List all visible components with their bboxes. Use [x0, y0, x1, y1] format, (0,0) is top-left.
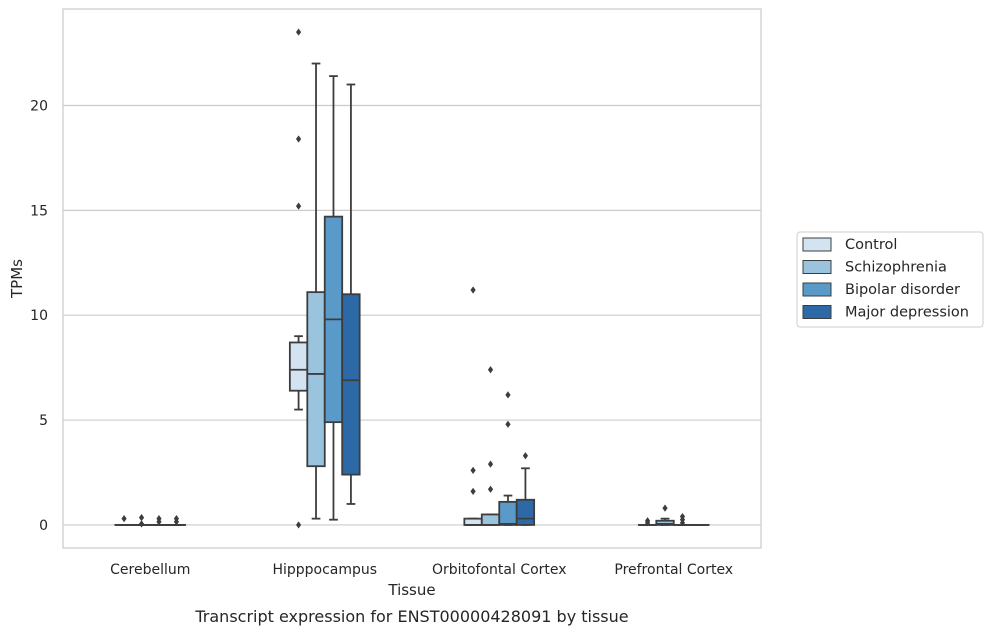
legend: Control Schizophrenia Bipolar disorder Majo… [796, 231, 984, 328]
box-body [498, 500, 518, 526]
box-body [480, 513, 501, 526]
outlier-point [295, 202, 302, 210]
outlier-point [487, 460, 494, 468]
y-tick-label: 10 [30, 308, 48, 324]
box-element [288, 28, 309, 529]
box-element [637, 517, 658, 527]
outlier-point [138, 513, 145, 522]
box-element [306, 62, 326, 520]
outlier-point [522, 452, 529, 460]
series-group [131, 62, 675, 528]
outlier-point [156, 518, 162, 526]
y-tick-label: 0 [39, 518, 48, 534]
box-element [655, 504, 675, 526]
box-body [655, 519, 675, 526]
legend-item: Bipolar disorder [802, 282, 960, 298]
outlier-point [295, 521, 302, 529]
box-element [114, 515, 134, 526]
box-element [515, 452, 536, 526]
x-tick-label: Prefrontal Cortex [614, 562, 733, 578]
x-tick-label: Hipppocampus [272, 562, 377, 578]
box-body [463, 517, 483, 526]
legend-swatch [802, 237, 832, 252]
box-marks [114, 28, 710, 529]
outlier-point [121, 515, 127, 523]
chart-title: Transcript expression for ENST0000042809… [194, 607, 628, 626]
box-element [149, 515, 169, 526]
outlier-point [295, 28, 302, 36]
outlier-point [644, 519, 651, 527]
box-element [463, 286, 483, 526]
outlier-point [505, 391, 511, 399]
outlier-point [295, 135, 302, 143]
outlier-point [470, 487, 476, 495]
outlier-point [173, 518, 180, 526]
outlier-point [662, 504, 668, 512]
legend-item: Major depression [802, 305, 969, 321]
legend-item: Control [802, 237, 897, 253]
box-element [323, 75, 344, 521]
box-element [341, 83, 361, 505]
x-tick-label: Orbitofontal Cortex [432, 562, 567, 578]
legend-swatch [802, 260, 832, 274]
legend-label: Schizophrenia [845, 260, 947, 276]
box-element [166, 515, 187, 526]
x-tick-labels: Cerebellum Hipppocampus Orbitofontal Corte… [110, 562, 733, 578]
y-tick-label: 20 [30, 98, 48, 114]
box-body [306, 291, 326, 468]
series-group [149, 75, 693, 527]
legend-label: Control [845, 237, 897, 253]
x-axis-label: Tissue [387, 581, 435, 599]
legend-swatch [802, 282, 832, 297]
box-body [341, 293, 361, 476]
legend-item: Schizophrenia [802, 260, 947, 276]
outlier-point [505, 420, 511, 428]
box-body [515, 498, 536, 526]
y-tick-label: 15 [30, 203, 48, 219]
box-body [288, 341, 309, 392]
legend-swatch [802, 305, 832, 319]
outlier-point [470, 286, 476, 294]
legend-label: Major depression [845, 305, 969, 321]
y-axis-label: TPMs [8, 259, 26, 299]
series-group [114, 28, 658, 529]
series-group [166, 83, 710, 526]
outlier-point [679, 519, 686, 527]
outlier-point [487, 366, 494, 374]
outlier-point [138, 520, 145, 528]
legend-frame [796, 231, 984, 328]
outlier-point [470, 466, 476, 475]
outlier-point [487, 485, 494, 493]
x-tick-label: Cerebellum [110, 562, 190, 578]
legend-label: Bipolar disorder [845, 282, 960, 298]
y-tick-label: 5 [39, 413, 48, 429]
y-tick-labels: 0 5 10 15 20 [30, 98, 48, 533]
plot-area-frame [62, 8, 762, 549]
